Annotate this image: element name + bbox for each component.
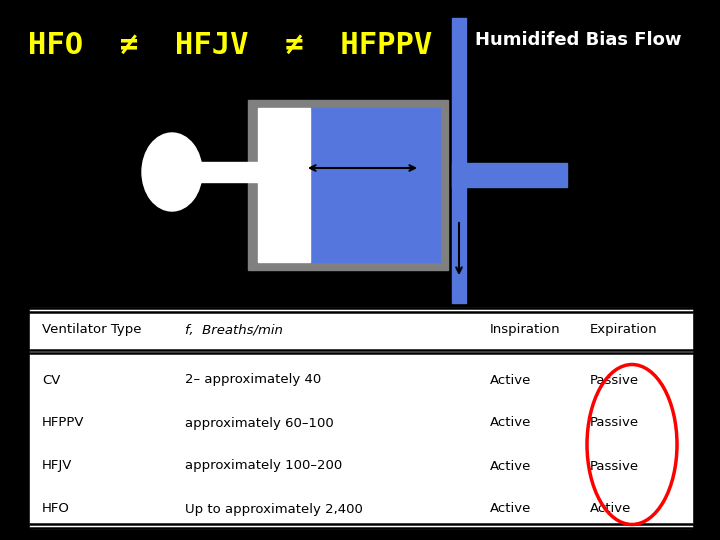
Ellipse shape: [142, 133, 202, 211]
Bar: [248, 100, 448, 270]
Text: Active: Active: [490, 374, 531, 387]
Text: Active: Active: [590, 503, 631, 516]
Text: Humidifed Bias Flow: Humidifed Bias Flow: [475, 31, 682, 49]
Text: approximately 60–100: approximately 60–100: [185, 416, 334, 429]
Text: Passive: Passive: [590, 374, 639, 387]
Bar: [452, 163, 567, 187]
Text: Passive: Passive: [590, 460, 639, 472]
Text: Active: Active: [490, 503, 531, 516]
Text: Up to approximately 2,400: Up to approximately 2,400: [185, 503, 363, 516]
Text: HFO  ≠  HFJV  ≠  HFPPV: HFO ≠ HFJV ≠ HFPPV: [28, 30, 432, 59]
Text: CV: CV: [42, 374, 60, 387]
Text: Active: Active: [490, 460, 531, 472]
Text: approximately 100–200: approximately 100–200: [185, 460, 342, 472]
Text: HFPPV: HFPPV: [42, 416, 84, 429]
Text: HFJV: HFJV: [42, 460, 73, 472]
Text: f,  Breaths/min: f, Breaths/min: [185, 323, 283, 336]
Bar: [258, 108, 440, 262]
Text: HFO: HFO: [42, 503, 70, 516]
Text: Active: Active: [490, 416, 531, 429]
Bar: [258, 108, 310, 262]
Text: Expiration: Expiration: [590, 323, 657, 336]
Text: Ventilator Type: Ventilator Type: [42, 323, 142, 336]
Text: Passive: Passive: [590, 416, 639, 429]
Text: 2– approximately 40: 2– approximately 40: [185, 374, 321, 387]
Bar: [186, 162, 259, 182]
Bar: [30, 308, 692, 528]
Bar: [452, 18, 466, 303]
Text: Inspiration: Inspiration: [490, 323, 561, 336]
